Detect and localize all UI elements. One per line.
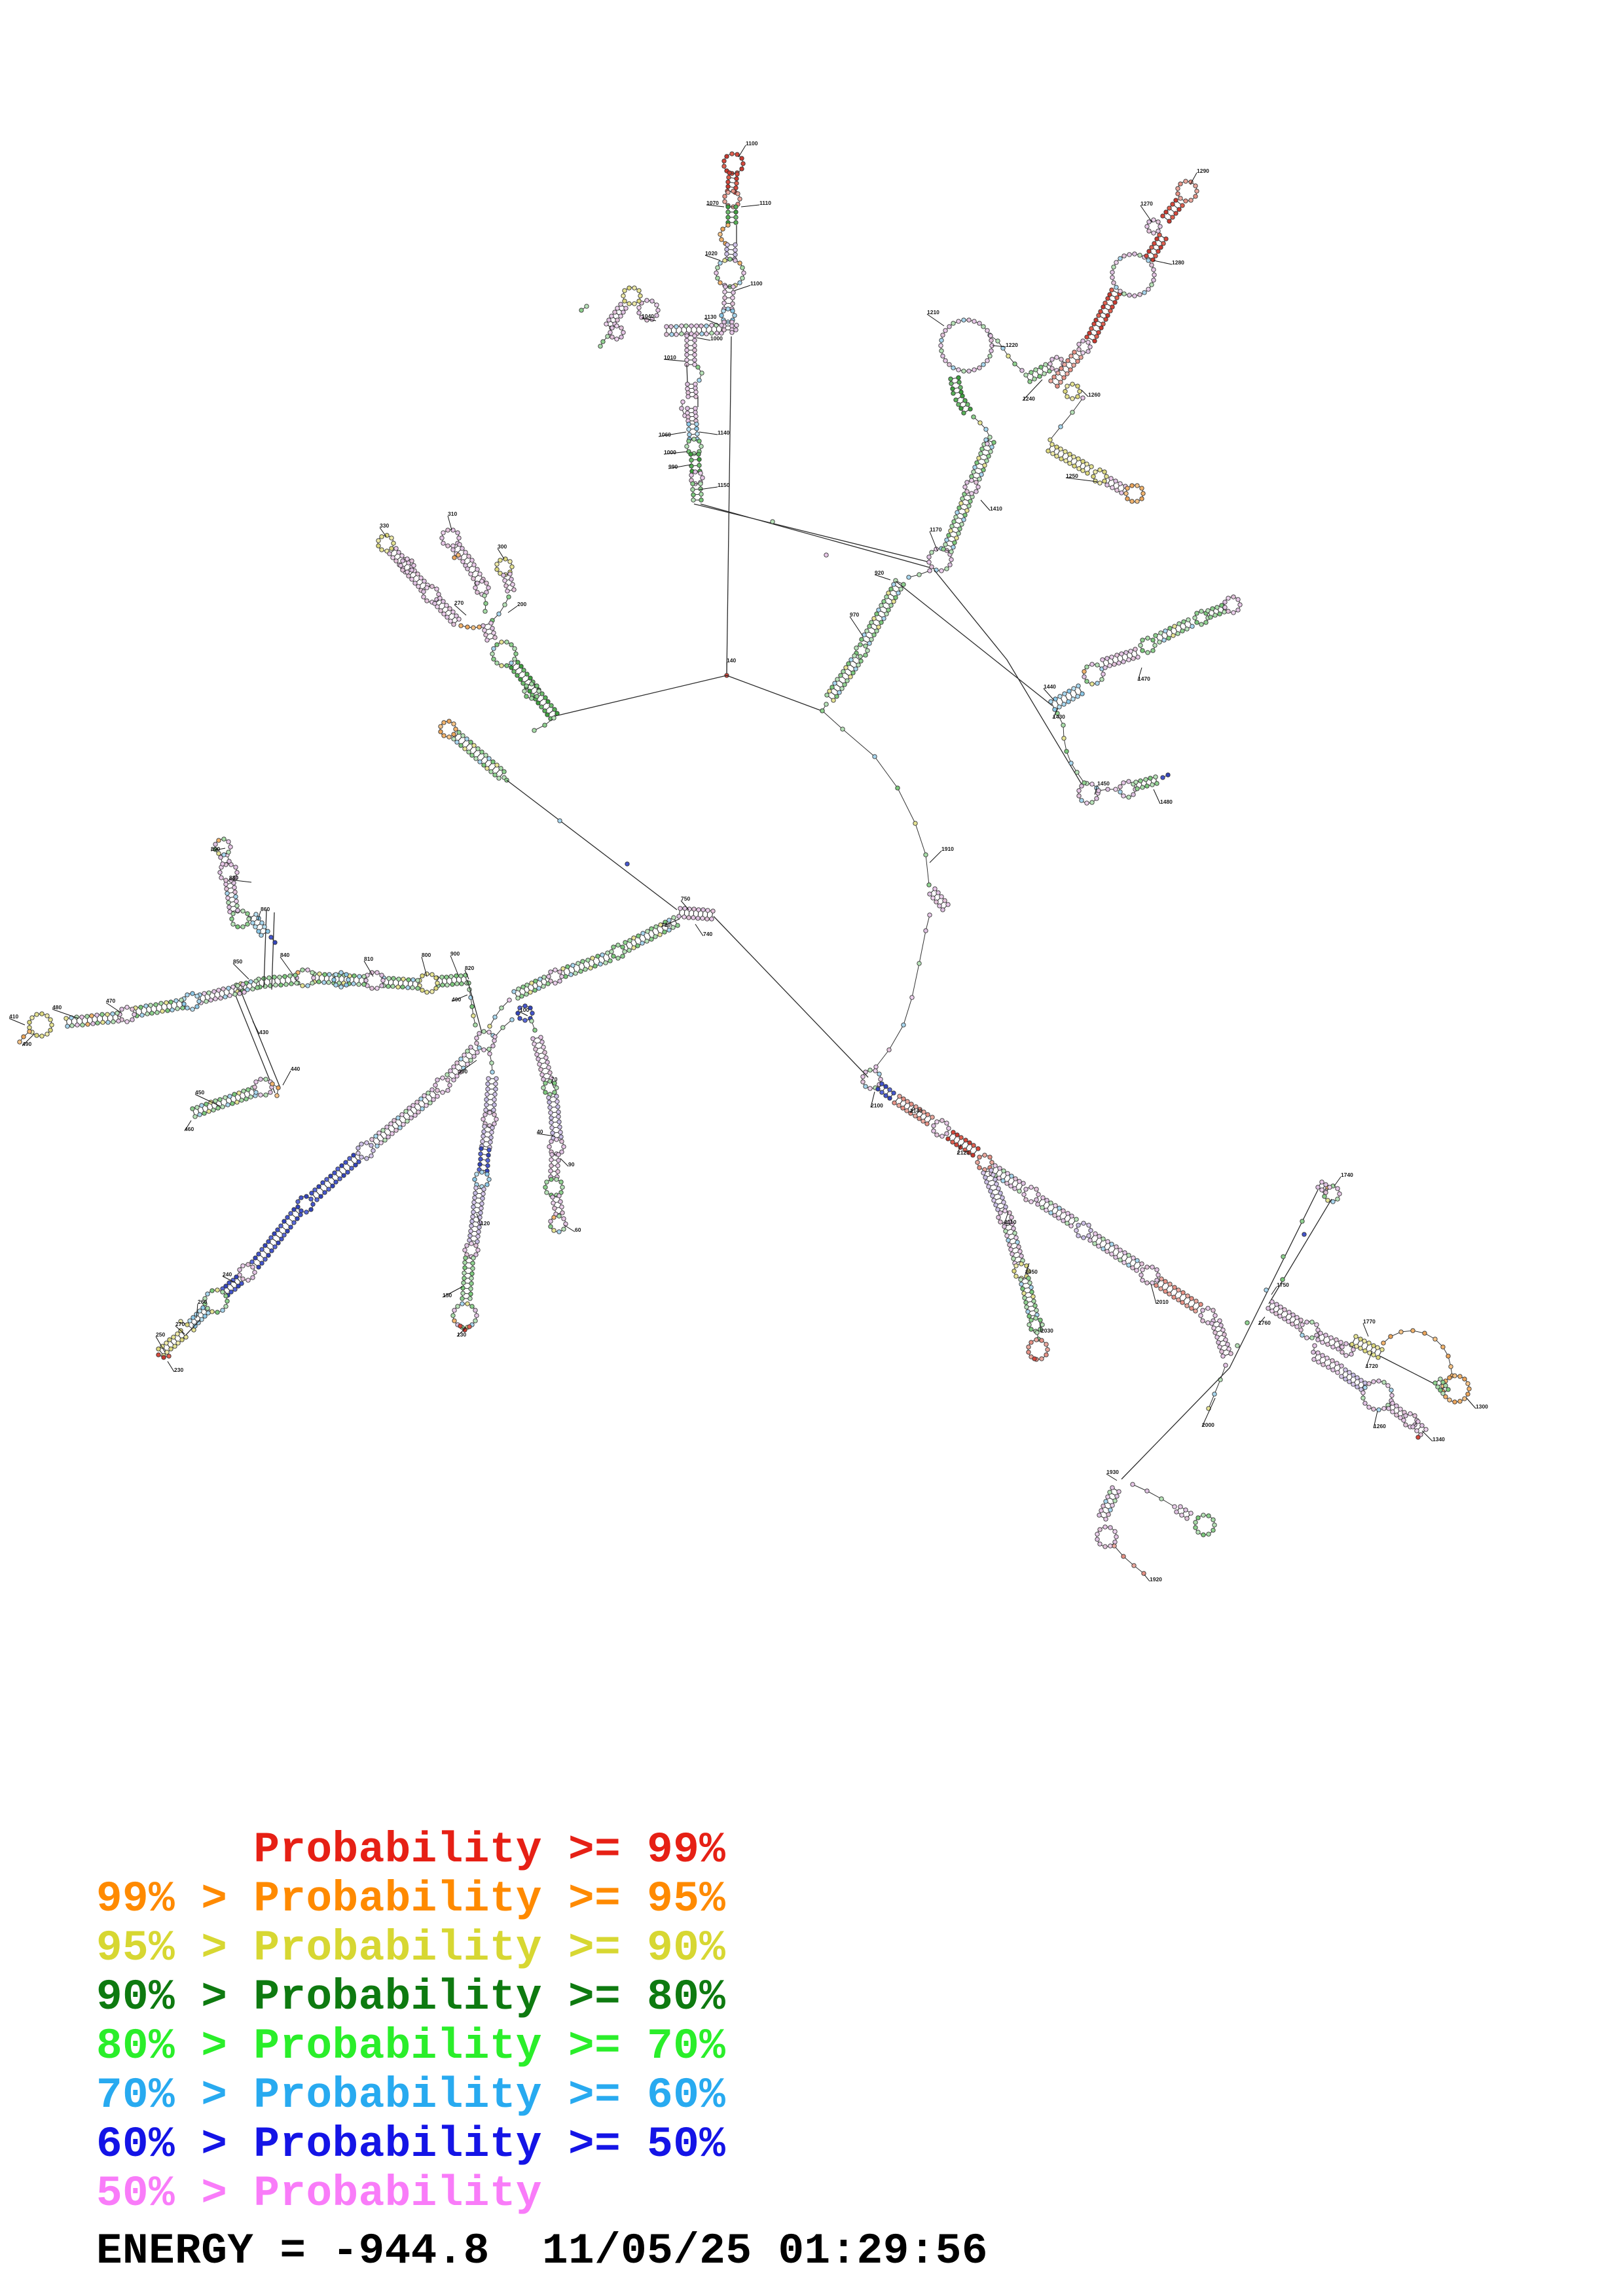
svg-text:1110: 1110	[759, 200, 771, 206]
svg-text:2000: 2000	[1202, 1422, 1214, 1428]
svg-text:1040: 1040	[642, 313, 654, 319]
svg-text:1720: 1720	[1366, 1363, 1378, 1369]
svg-text:250: 250	[156, 1331, 165, 1338]
svg-text:740: 740	[703, 931, 712, 937]
svg-text:1020: 1020	[705, 250, 718, 257]
svg-text:1450: 1450	[1097, 780, 1110, 787]
svg-text:2010: 2010	[1156, 1299, 1169, 1305]
svg-text:300: 300	[498, 543, 507, 550]
svg-text:1740: 1740	[1341, 1172, 1353, 1178]
svg-text:880: 880	[229, 874, 238, 881]
svg-text:410: 410	[9, 1013, 18, 1020]
svg-text:1770: 1770	[1363, 1318, 1376, 1325]
svg-text:1340: 1340	[1432, 1436, 1445, 1443]
svg-text:40: 40	[537, 1128, 543, 1135]
svg-text:2120: 2120	[957, 1149, 970, 1156]
svg-text:430: 430	[259, 1029, 268, 1035]
svg-text:1430: 1430	[1053, 713, 1065, 720]
svg-text:1100: 1100	[750, 280, 763, 287]
svg-text:2100: 2100	[871, 1102, 883, 1109]
svg-text:1170: 1170	[930, 526, 942, 533]
svg-text:1130: 1130	[704, 314, 717, 320]
svg-text:900: 900	[450, 950, 460, 957]
svg-text:1260: 1260	[1088, 391, 1101, 398]
svg-text:390: 390	[458, 1068, 467, 1075]
svg-text:90: 90	[568, 1161, 575, 1168]
svg-text:1220: 1220	[1006, 342, 1018, 348]
svg-text:70: 70	[551, 1076, 558, 1083]
svg-text:1010: 1010	[664, 354, 676, 361]
svg-text:810: 810	[364, 956, 373, 962]
svg-text:1930: 1930	[1106, 1469, 1119, 1475]
svg-text:1920: 1920	[1150, 1576, 1162, 1583]
svg-text:1100: 1100	[746, 140, 758, 147]
svg-text:2030: 2030	[1041, 1327, 1053, 1334]
svg-text:140: 140	[727, 657, 736, 664]
svg-text:1060: 1060	[659, 431, 671, 438]
svg-text:100: 100	[520, 1007, 529, 1013]
svg-text:470: 470	[106, 997, 115, 1004]
svg-text:920: 920	[875, 569, 884, 576]
svg-text:1410: 1410	[990, 505, 1002, 512]
svg-text:310: 310	[448, 511, 457, 517]
svg-text:60: 60	[575, 1227, 581, 1233]
svg-text:1440: 1440	[1044, 683, 1056, 690]
svg-text:1480: 1480	[1160, 798, 1173, 805]
svg-text:270: 270	[454, 600, 464, 606]
svg-text:450: 450	[195, 1089, 204, 1096]
svg-text:400: 400	[452, 996, 461, 1003]
svg-text:1470: 1470	[1138, 675, 1150, 682]
svg-text:990: 990	[668, 463, 678, 470]
svg-text:1070: 1070	[706, 200, 719, 206]
svg-text:1260: 1260	[1374, 1423, 1386, 1429]
svg-text:1000: 1000	[664, 449, 676, 456]
svg-text:1760: 1760	[1258, 1319, 1271, 1326]
svg-text:1750: 1750	[1277, 1282, 1289, 1288]
svg-text:2110: 2110	[1004, 1219, 1017, 1225]
svg-text:440: 440	[291, 1066, 300, 1072]
svg-text:1280: 1280	[1172, 259, 1184, 266]
svg-text:1150: 1150	[718, 482, 730, 488]
svg-text:1270: 1270	[1140, 200, 1153, 207]
svg-text:270: 270	[175, 1321, 185, 1327]
svg-text:720: 720	[661, 922, 670, 928]
svg-text:1910: 1910	[941, 846, 954, 852]
svg-text:750: 750	[681, 895, 690, 902]
svg-text:490: 490	[22, 1041, 31, 1047]
svg-text:130: 130	[457, 1331, 466, 1338]
svg-text:800: 800	[422, 952, 431, 958]
svg-text:860: 860	[261, 906, 270, 912]
svg-text:2140: 2140	[910, 1107, 922, 1114]
svg-text:840: 840	[280, 952, 289, 958]
svg-text:820: 820	[465, 965, 474, 971]
svg-text:1140: 1140	[718, 429, 730, 436]
svg-text:1000: 1000	[710, 335, 723, 342]
svg-text:120: 120	[481, 1220, 490, 1227]
svg-text:330: 330	[380, 522, 389, 529]
svg-text:1290: 1290	[1197, 168, 1209, 174]
svg-text:480: 480	[52, 1004, 62, 1011]
svg-text:850: 850	[233, 958, 242, 965]
svg-text:890: 890	[211, 846, 220, 852]
svg-text:240: 240	[223, 1271, 232, 1278]
svg-text:1210: 1210	[927, 309, 939, 315]
svg-text:2050: 2050	[1025, 1268, 1038, 1275]
svg-text:150: 150	[443, 1292, 452, 1299]
svg-text:970: 970	[850, 611, 859, 618]
svg-text:200: 200	[517, 601, 526, 607]
svg-text:260: 260	[198, 1299, 207, 1305]
svg-text:1240: 1240	[1023, 395, 1035, 402]
svg-text:460: 460	[185, 1126, 194, 1132]
svg-text:1300: 1300	[1476, 1403, 1488, 1410]
svg-text:230: 230	[174, 1367, 183, 1373]
svg-text:1250: 1250	[1066, 473, 1078, 479]
